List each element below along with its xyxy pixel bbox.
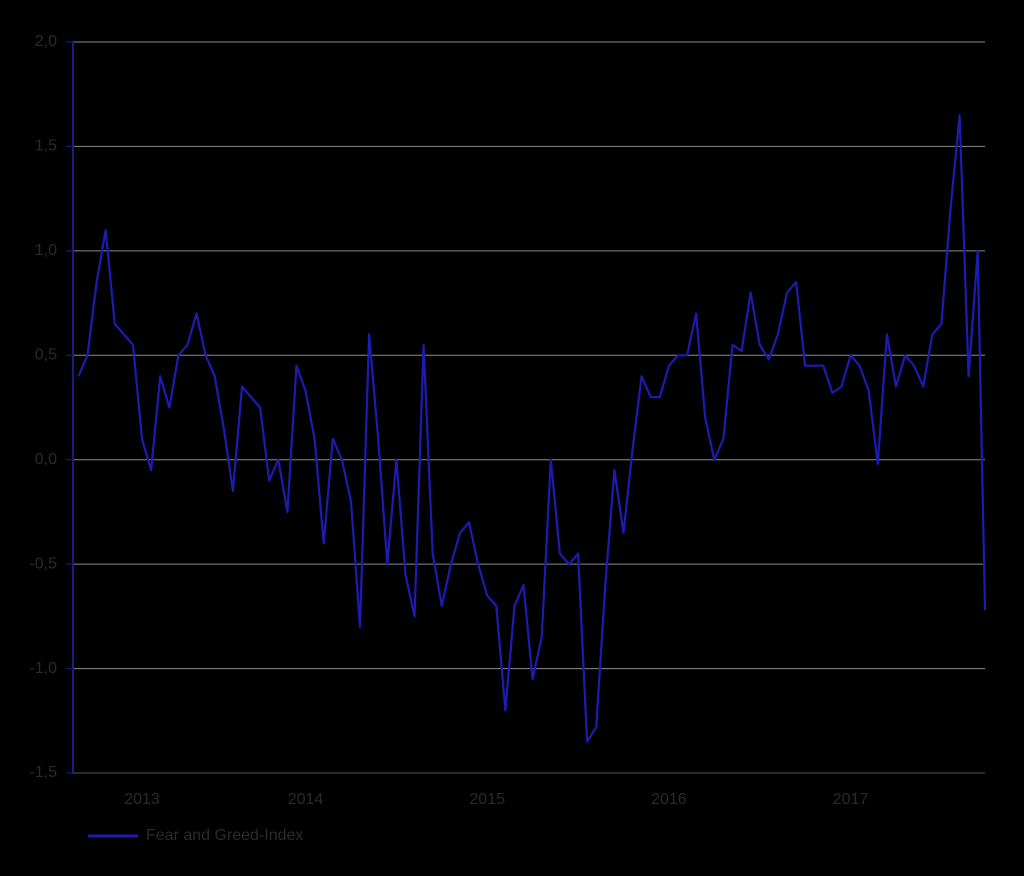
- x-tick-label: 2016: [651, 791, 687, 808]
- y-tick-label: 0,0: [35, 451, 57, 468]
- x-tick-label: 2014: [288, 791, 324, 808]
- y-tick-label: -1,5: [29, 764, 57, 781]
- y-tick-label: 1,5: [35, 138, 57, 155]
- data-line: [77, 114, 987, 743]
- y-tick-label: 2,0: [35, 33, 57, 50]
- y-tick-label: 1,0: [35, 242, 57, 259]
- y-tick-label: 0,5: [35, 347, 57, 364]
- x-tick-label: 2013: [124, 791, 160, 808]
- x-tick-label: 2017: [833, 791, 869, 808]
- x-tick-label: 2015: [469, 791, 505, 808]
- legend-label: Fear and Greed-Index: [146, 827, 303, 844]
- y-tick-label: -1,0: [29, 660, 57, 677]
- y-tick-label: -0,5: [29, 555, 57, 572]
